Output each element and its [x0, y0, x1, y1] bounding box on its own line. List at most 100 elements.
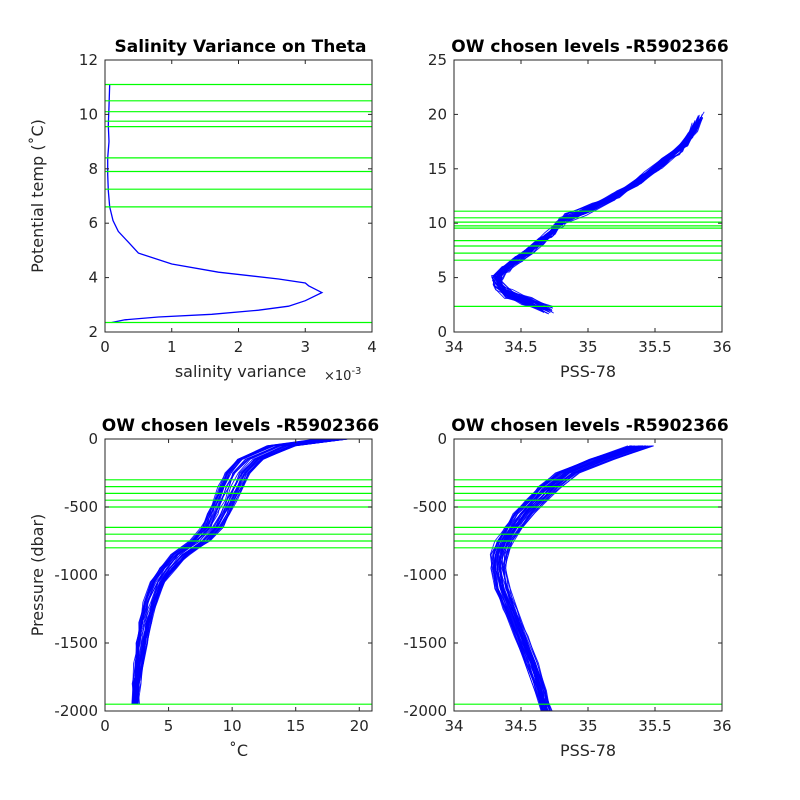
profile-line — [497, 116, 702, 311]
y-tick-label: 0 — [88, 430, 98, 448]
profile-line — [493, 125, 696, 309]
profile-line — [499, 445, 644, 711]
y-tick-label: -1500 — [54, 634, 98, 652]
profile-line — [496, 445, 641, 711]
profile-line — [500, 117, 703, 308]
profile-line — [498, 115, 699, 314]
profile-line — [499, 115, 703, 313]
profile-line — [502, 445, 652, 711]
x-exponent-label: ×10-3 — [324, 366, 361, 384]
y-tick-label: 8 — [88, 160, 98, 178]
profile-line — [503, 445, 653, 711]
profile-line — [494, 125, 697, 314]
profile-line — [491, 123, 694, 310]
x-axis-label: salinity variance — [175, 362, 306, 381]
profile-line — [496, 445, 643, 711]
x-tick-label: 35.5 — [638, 717, 671, 735]
profile-line — [131, 439, 320, 705]
profile-line — [136, 439, 335, 705]
x-axis-label: ˚C — [229, 741, 248, 760]
profile-line — [497, 445, 642, 711]
profile-line — [493, 445, 635, 711]
profile-line — [501, 445, 648, 711]
x-tick-label: 20 — [350, 717, 369, 735]
plot-area — [454, 445, 722, 711]
y-tick-label: 6 — [88, 214, 98, 232]
profile-line — [500, 445, 646, 711]
y-tick-label: 20 — [428, 105, 447, 123]
x-tick-label: 3 — [300, 338, 310, 356]
x-tick-label: 0 — [100, 338, 110, 356]
profile-line — [501, 445, 645, 711]
y-tick-label: -1000 — [403, 566, 447, 584]
profile-line — [499, 119, 701, 312]
profile-line — [501, 117, 704, 309]
panel-title: Salinity Variance on Theta — [115, 37, 367, 57]
profile-line — [494, 445, 636, 711]
profile-line — [495, 121, 698, 310]
plot-area — [105, 83, 372, 324]
x-tick-label: 34.5 — [504, 338, 537, 356]
x-axis-label: PSS-78 — [560, 741, 616, 760]
plot-area — [105, 439, 372, 705]
y-tick-label: 4 — [88, 269, 98, 287]
x-tick-label: 34.5 — [504, 717, 537, 735]
profile-line — [498, 114, 700, 313]
panel-title: OW chosen levels -R5902366 — [451, 37, 728, 57]
x-tick-label: 36 — [712, 717, 731, 735]
y-tick-label: 2 — [88, 323, 98, 341]
x-axis-label: PSS-78 — [560, 362, 616, 381]
profile-line — [133, 439, 328, 705]
profile-line — [497, 120, 702, 311]
y-axis-label: Pressure (dbar) — [28, 514, 47, 637]
profile-line — [494, 445, 640, 711]
x-tick-label: 34 — [444, 338, 463, 356]
y-tick-label: 0 — [437, 430, 447, 448]
profile-line — [494, 123, 697, 311]
profile-line — [499, 445, 647, 711]
profile-line — [503, 445, 651, 711]
profile-line — [492, 122, 695, 313]
profile-line — [498, 116, 701, 312]
profile-line — [497, 445, 641, 711]
y-tick-label: -2000 — [403, 702, 447, 720]
profile-line — [496, 117, 698, 310]
profile-line — [498, 445, 647, 711]
x-tick-label: 2 — [234, 338, 244, 356]
profile-line — [494, 120, 696, 309]
x-tick-label: 4 — [367, 338, 377, 356]
profile-line — [499, 121, 699, 311]
y-tick-label: 5 — [437, 269, 447, 287]
y-tick-label: 0 — [437, 323, 447, 341]
profile-line — [496, 445, 639, 711]
x-tick-label: 35.5 — [638, 338, 671, 356]
profile-line — [492, 122, 693, 310]
profile-line — [500, 117, 704, 314]
x-tick-label: 1 — [167, 338, 177, 356]
y-tick-label: -1000 — [54, 566, 98, 584]
y-tick-label: 12 — [79, 51, 98, 69]
y-tick-label: 10 — [428, 214, 447, 232]
profile-line — [493, 445, 631, 711]
x-tick-label: 5 — [164, 717, 174, 735]
panel-title: OW chosen levels -R5902366 — [451, 416, 728, 436]
profile-line — [491, 127, 697, 313]
x-tick-label: 35 — [578, 717, 597, 735]
x-tick-label: 34 — [444, 717, 463, 735]
profile-line — [496, 445, 643, 711]
profile-line — [500, 445, 647, 711]
profile-line — [498, 116, 700, 307]
profile-line — [494, 445, 636, 711]
profile-line — [497, 445, 639, 711]
profile-line — [498, 445, 644, 711]
profile-line — [493, 121, 696, 309]
profile-line — [497, 445, 642, 711]
profile-line — [497, 118, 700, 311]
profile-line — [493, 121, 695, 311]
profile-line — [500, 116, 703, 313]
profile-line — [499, 119, 702, 308]
